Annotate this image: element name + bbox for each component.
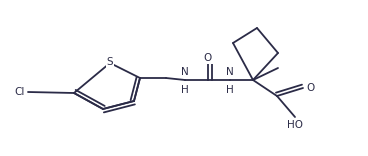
Text: H: H	[226, 85, 234, 95]
Text: HO: HO	[287, 120, 303, 130]
Text: N: N	[181, 67, 189, 77]
Text: Cl: Cl	[15, 87, 25, 97]
Text: O: O	[306, 83, 314, 93]
Text: N: N	[226, 67, 234, 77]
Text: H: H	[181, 85, 189, 95]
Text: S: S	[107, 57, 113, 67]
Text: O: O	[204, 53, 212, 63]
